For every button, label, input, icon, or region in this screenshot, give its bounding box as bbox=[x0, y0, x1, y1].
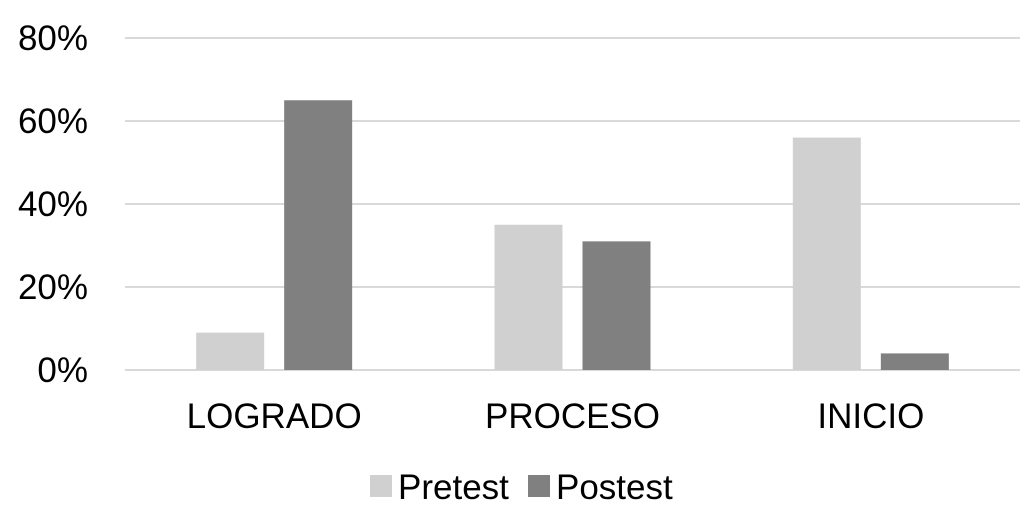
y-tick-label: 80% bbox=[18, 19, 88, 58]
legend: Pretest Postest bbox=[370, 468, 673, 507]
bar-postest-logrado bbox=[284, 100, 353, 370]
legend-label-pretest: Pretest bbox=[398, 468, 509, 507]
bar-postest-proceso bbox=[582, 241, 651, 370]
gridlines bbox=[125, 37, 1020, 371]
x-category-label: INICIO bbox=[817, 397, 924, 436]
y-axis-tick-labels: 0% 20% 40% 60% 80% bbox=[18, 19, 88, 390]
legend-swatch-pretest bbox=[370, 475, 392, 497]
x-axis-category-labels: LOGRADO PROCESO INICIO bbox=[187, 397, 925, 436]
legend-swatch-postest bbox=[528, 475, 550, 497]
x-category-label: PROCESO bbox=[485, 397, 660, 436]
bar-pretest-proceso bbox=[494, 224, 563, 370]
bar-pretest-logrado bbox=[196, 332, 265, 370]
y-tick-label: 0% bbox=[37, 351, 88, 390]
bar-postest-inicio bbox=[880, 353, 949, 370]
y-tick-label: 20% bbox=[18, 268, 88, 307]
bar-pretest-inicio bbox=[792, 137, 861, 370]
legend-label-postest: Postest bbox=[556, 468, 673, 507]
y-tick-label: 40% bbox=[18, 185, 88, 224]
bars bbox=[196, 100, 949, 370]
x-category-label: LOGRADO bbox=[187, 397, 362, 436]
y-tick-label: 60% bbox=[18, 102, 88, 141]
